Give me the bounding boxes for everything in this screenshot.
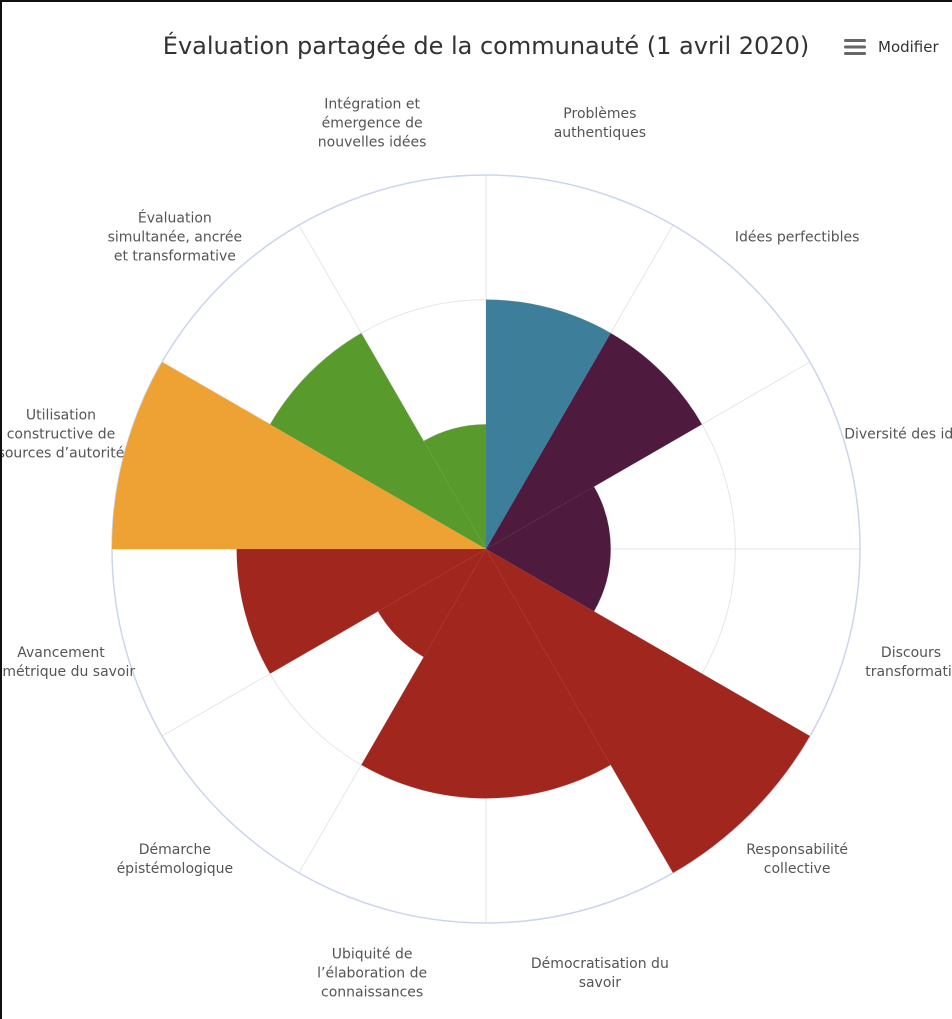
- menu-label[interactable]: Modifier: [878, 38, 939, 56]
- sector: [112, 362, 486, 549]
- category-label: Diversité des idées: [844, 426, 952, 443]
- category-label: Ubiquité de l’élaboration de connaissanc…: [317, 946, 428, 1001]
- category-label: Idées perfectibles: [734, 229, 860, 246]
- sector: [486, 549, 810, 873]
- sector: [486, 486, 611, 549]
- menu-button[interactable]: Modifier: [844, 38, 939, 56]
- category-label: Démarche épistémologique: [116, 842, 234, 878]
- sector: [236, 549, 486, 674]
- category-label: Évaluation simultanée, ancrée et transfo…: [107, 210, 243, 265]
- category-label: Utilisation constructive de sources d’au…: [0, 407, 125, 462]
- sector: [270, 333, 486, 549]
- category-label: Problèmes authentiques: [553, 105, 647, 141]
- chart-title: Évaluation partagée de la communauté (1 …: [162, 32, 810, 60]
- sector: [486, 549, 611, 799]
- category-label: Responsabilité collective: [746, 842, 849, 878]
- sector: [361, 549, 486, 799]
- category-label: Avancement symétrique du savoir: [0, 644, 136, 680]
- sector: [486, 333, 702, 549]
- category-label: Démocratisation du savoir: [530, 956, 669, 991]
- sector: [486, 299, 611, 549]
- menu-icon: [844, 39, 866, 55]
- sector: [486, 549, 611, 612]
- category-label: Intégration et émergence de nouvelles id…: [317, 96, 427, 151]
- category-label: Discours transformatif: [865, 644, 952, 680]
- sector: [378, 549, 486, 657]
- sector: [423, 424, 486, 549]
